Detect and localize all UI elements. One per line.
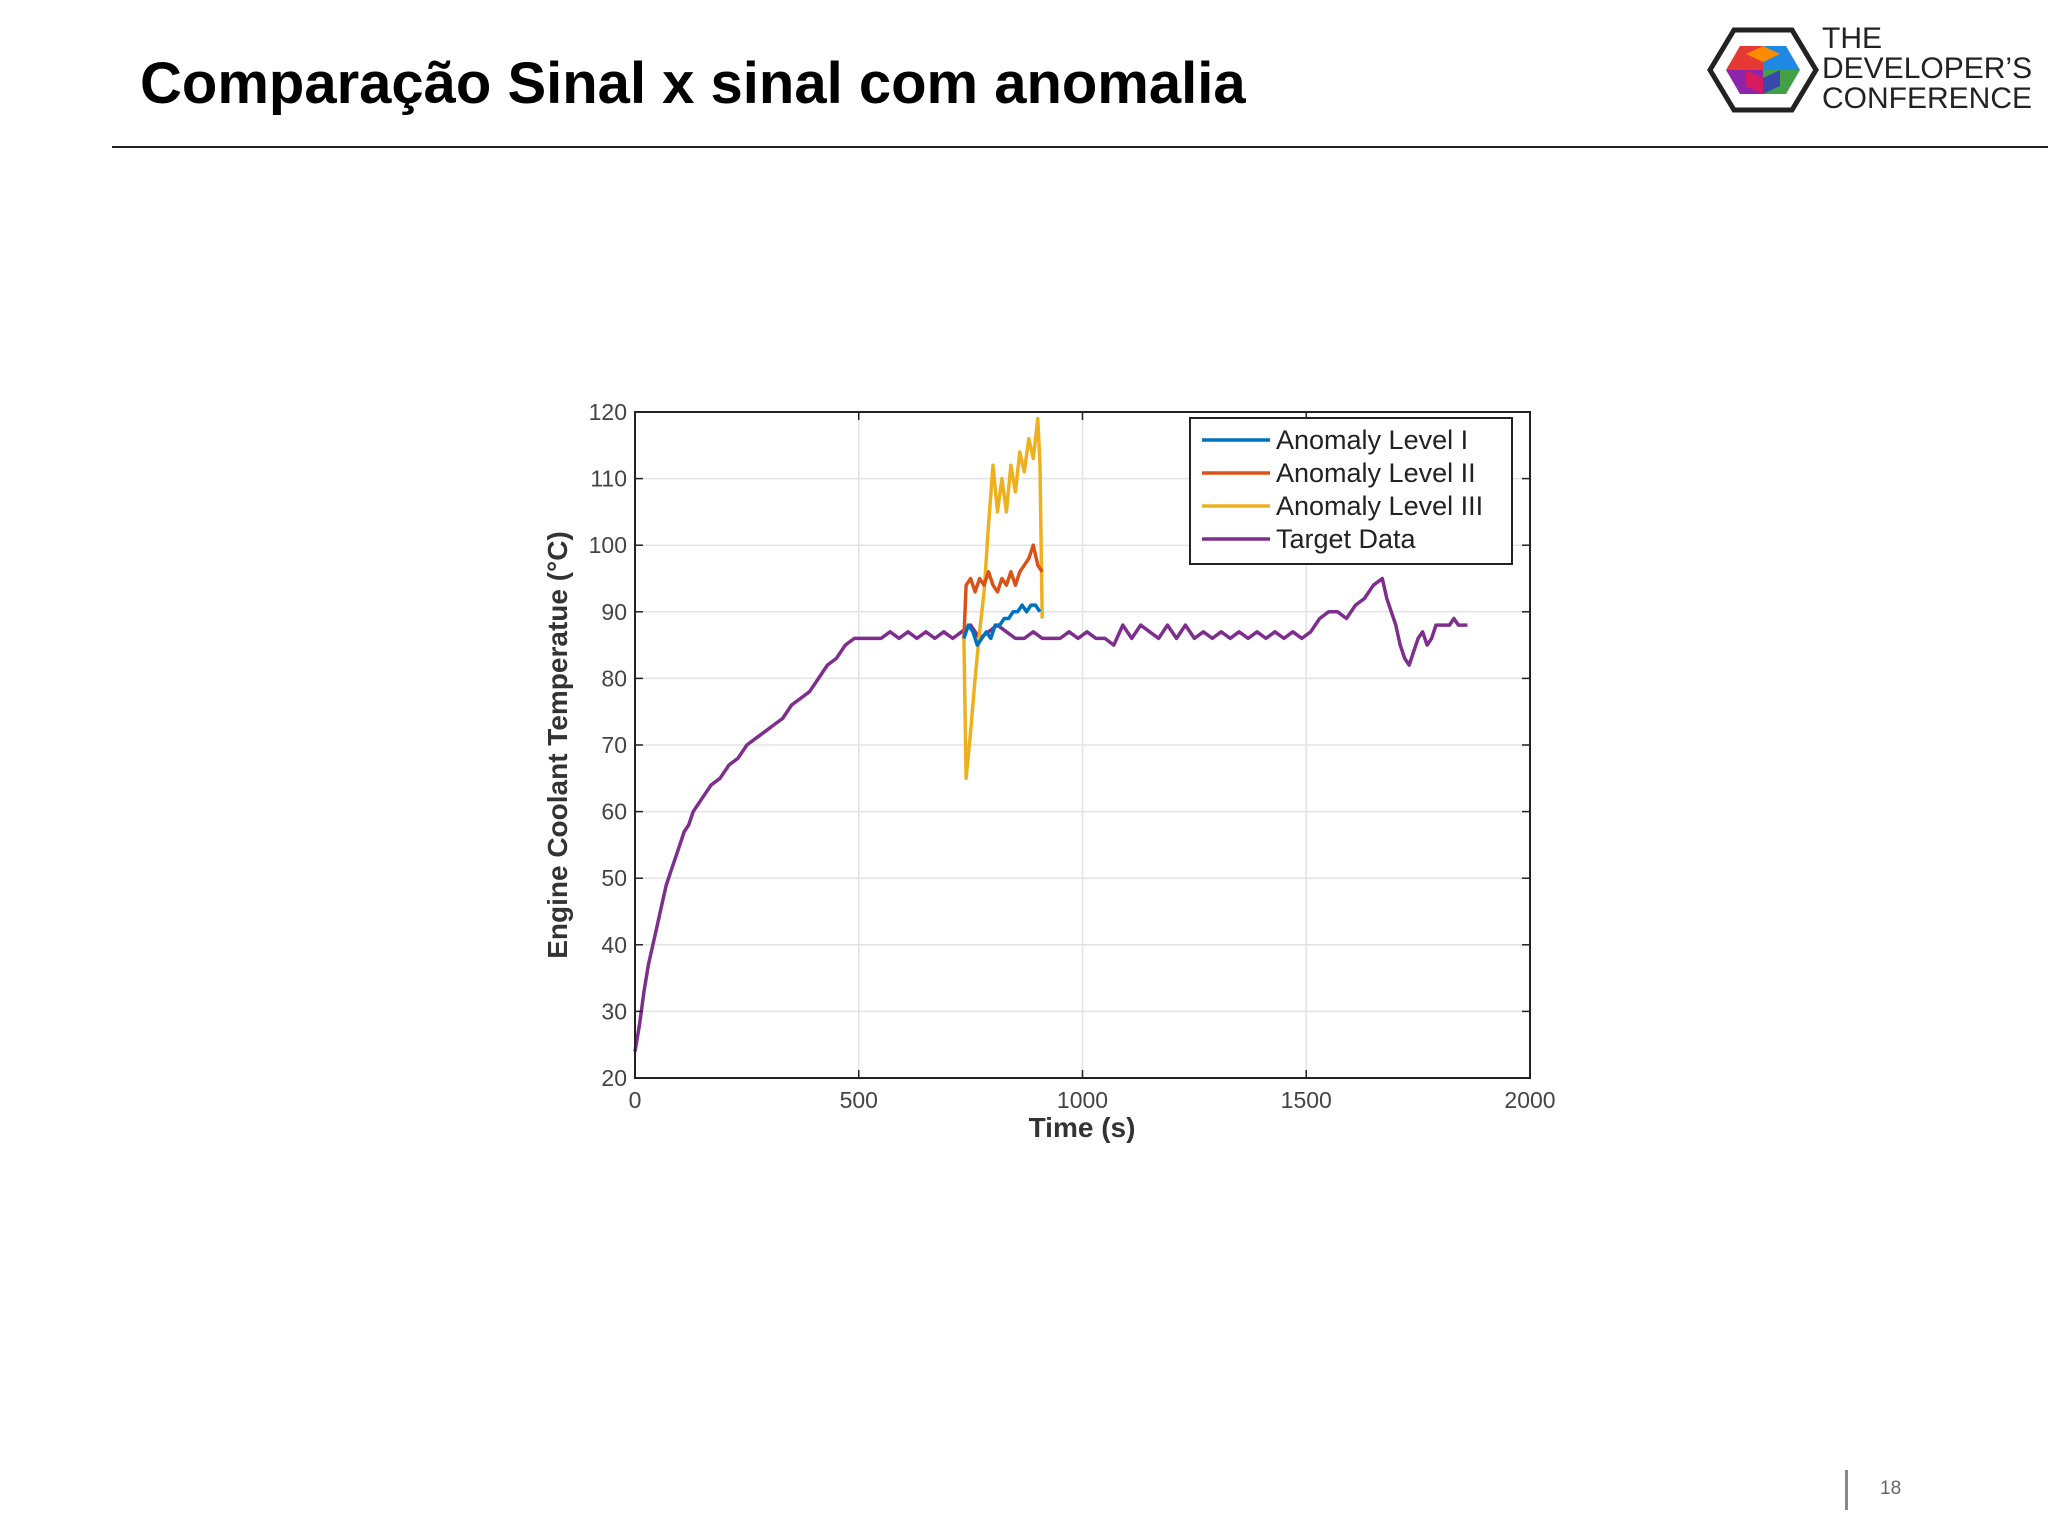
x-tick-label: 0 (629, 1087, 642, 1113)
y-tick-label: 80 (601, 665, 627, 691)
legend-entry: Anomaly Level II (1276, 458, 1476, 488)
logo-line-1: THE (1822, 22, 1882, 55)
x-tick-label: 1000 (1057, 1087, 1108, 1113)
developers-conference-logo-icon (1707, 27, 1819, 113)
line-chart: 0 500 1000 1500 2000 20 30 40 50 60 70 80 90 100 110 12… (542, 399, 1556, 1143)
axis-ticks: 0 500 1000 1500 2000 20 30 40 50 60 70 80 90 100 110 12… (589, 399, 1556, 1113)
series-line-target-data (633, 576, 1468, 1052)
legend-entry: Target Data (1276, 524, 1417, 554)
slide-title: Comparação Sinal x sinal com anomalia (140, 51, 1246, 116)
y-tick-label: 30 (601, 998, 627, 1024)
title-divider (112, 146, 2048, 148)
logo-line-2: DEVELOPER’S (1822, 52, 2033, 85)
page-number: 18 (1880, 1478, 1902, 1499)
y-tick-label: 100 (589, 532, 627, 558)
legend-entry: Anomaly Level III (1276, 491, 1483, 521)
chart-container: 0 500 1000 1500 2000 20 30 40 50 60 70 80 90 100 110 12… (540, 390, 1580, 1170)
logo-wordmark: THE DEVELOPER’S CONFERENCE (1822, 24, 2032, 114)
x-tick-label: 1500 (1281, 1087, 1332, 1113)
y-tick-label: 20 (601, 1065, 627, 1091)
y-tick-label: 70 (601, 732, 627, 758)
x-tick-label: 2000 (1504, 1087, 1555, 1113)
y-axis-label: Engine Coolant Temperatue (°C) (542, 531, 573, 959)
y-tick-label: 120 (589, 399, 627, 425)
y-tick-label: 50 (601, 865, 627, 891)
x-axis-label: Time (s) (1029, 1112, 1136, 1143)
series-line-anomaly-level-iii (962, 416, 1044, 781)
x-tick-label: 500 (840, 1087, 878, 1113)
y-tick-label: 90 (601, 599, 627, 625)
page-number-divider (1845, 1470, 1848, 1510)
series-line-anomaly-level-i (962, 603, 1042, 647)
logo-line-3: CONFERENCE (1822, 82, 2033, 115)
series-lines (633, 416, 1468, 1052)
legend-entry: Anomaly Level I (1276, 425, 1468, 455)
y-tick-label: 110 (590, 466, 627, 492)
series-line-anomaly-level-ii (962, 543, 1044, 639)
y-tick-label: 60 (601, 799, 627, 825)
y-tick-label: 40 (601, 932, 627, 958)
